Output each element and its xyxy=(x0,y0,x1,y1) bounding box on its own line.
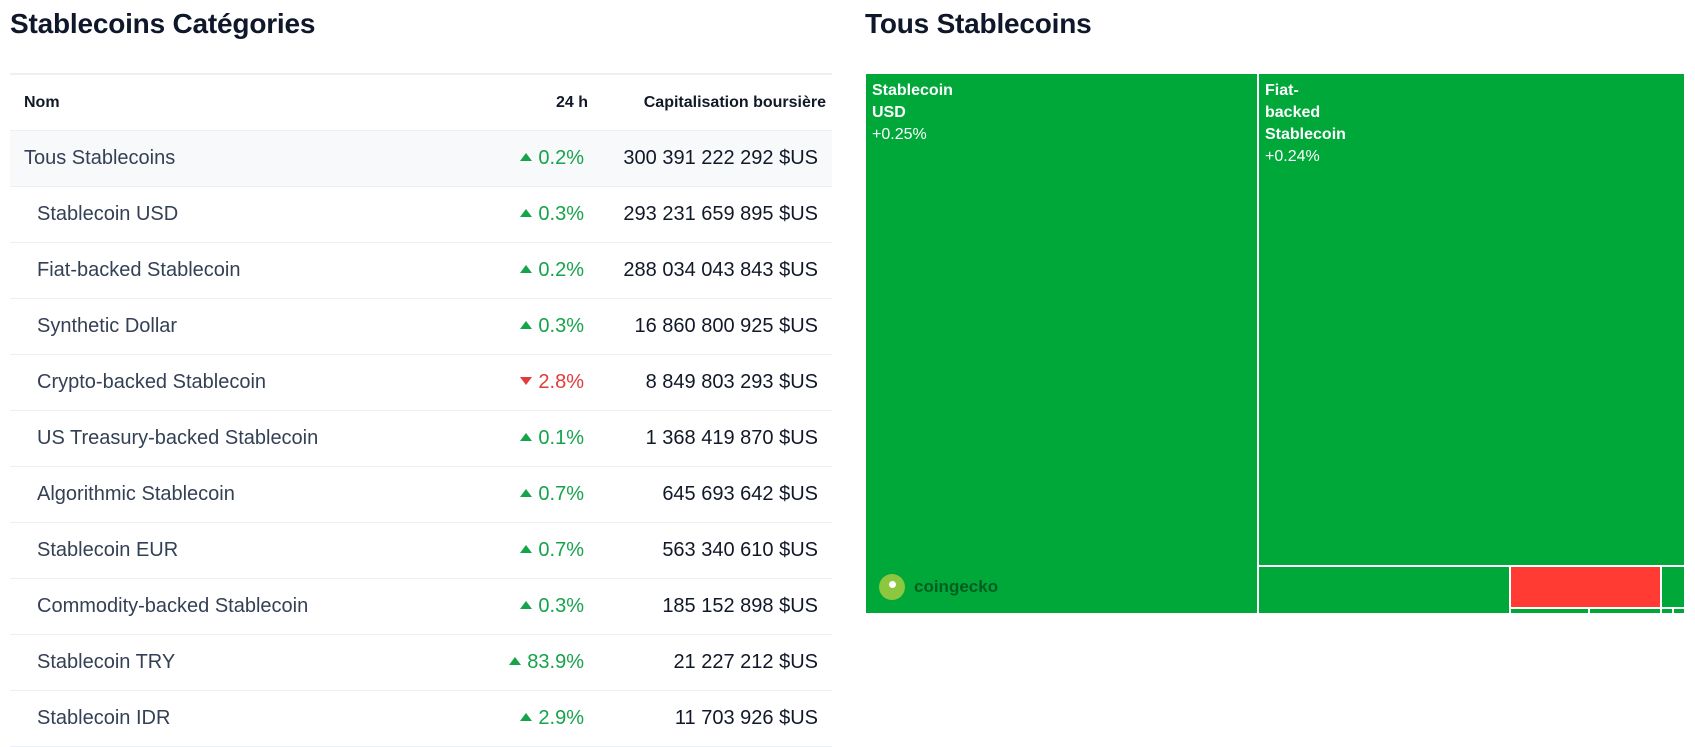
change-value: 2.9% xyxy=(538,707,584,729)
table-row[interactable]: US Treasury-backed Stablecoin 0.1% 1 368 4… xyxy=(10,411,832,467)
market-cap-value: 288 034 043 843 $US xyxy=(623,259,818,281)
table-row[interactable]: Crypto-backed Stablecoin 2.8% 8 849 803 29… xyxy=(10,355,832,411)
category-name-link[interactable]: Stablecoin TRY xyxy=(37,651,176,673)
caret-down-icon xyxy=(520,376,533,385)
caret-up-icon xyxy=(520,152,533,161)
column-change-header[interactable]: 24 h xyxy=(555,93,588,111)
category-name-link[interactable]: Stablecoin EUR xyxy=(37,539,179,561)
table-row[interactable]: Stablecoin IDR 2.9% 11 703 926 $US xyxy=(10,691,832,747)
categories-title: Stablecoins Catégories xyxy=(10,8,316,39)
coingecko-wordmark: coingecko xyxy=(914,577,999,596)
change-24h: 0.2% xyxy=(458,259,598,282)
coingecko-logo: coingecko xyxy=(879,574,998,600)
change-value: 0.2% xyxy=(538,147,584,169)
table-row[interactable]: Stablecoin EUR 0.7% 563 340 610 $US xyxy=(10,523,832,579)
tile-change: +0.25% xyxy=(872,126,927,143)
table-row[interactable]: Stablecoin TRY 83.9% 21 227 212 $US xyxy=(10,635,832,691)
caret-up-icon xyxy=(520,712,533,721)
column-name-header[interactable]: Nom xyxy=(24,93,60,111)
change-24h: 0.3% xyxy=(458,595,598,618)
caret-up-icon xyxy=(520,432,533,441)
tile-label: Fiat- backed Stablecoin +0.24% xyxy=(1265,80,1346,168)
treemap-tile-fiat-backed[interactable]: Fiat- backed Stablecoin +0.24% xyxy=(1258,73,1685,566)
tile-name-line: backed xyxy=(1265,104,1321,121)
treemap-tile-small[interactable] xyxy=(1661,608,1673,614)
category-name-link[interactable]: Stablecoin IDR xyxy=(37,707,171,729)
tile-name-line: Stablecoin xyxy=(872,82,953,99)
market-cap-value: 8 849 803 293 $US xyxy=(645,371,818,393)
change-24h: 0.7% xyxy=(458,483,598,506)
change-24h: 0.1% xyxy=(458,427,598,450)
market-cap-value: 293 231 659 895 $US xyxy=(623,203,818,225)
market-cap-value: 11 703 926 $US xyxy=(674,707,818,729)
treemap-tile-small[interactable] xyxy=(1673,608,1685,614)
change-24h: 0.3% xyxy=(458,203,598,226)
change-value: 0.7% xyxy=(538,483,584,505)
categories-table: Nom 24 h Capitalisation boursière Tous S… xyxy=(10,73,832,747)
change-value: 0.1% xyxy=(538,427,584,449)
treemap-tile-small[interactable] xyxy=(1661,566,1685,608)
change-24h: 0.3% xyxy=(458,315,598,338)
change-24h: 83.9% xyxy=(458,651,598,674)
treemap-tile-synthetic-dollar[interactable] xyxy=(1258,566,1510,614)
change-24h: 0.2% xyxy=(458,147,598,170)
category-name-link[interactable]: Algorithmic Stablecoin xyxy=(37,483,235,505)
market-cap-value: 21 227 212 $US xyxy=(673,651,818,673)
change-value: 0.3% xyxy=(538,315,584,337)
treemap-tile-small[interactable] xyxy=(1589,608,1661,614)
table-row-total[interactable]: Tous Stablecoins 0.2% 300 391 222 292 $US xyxy=(10,131,832,187)
tile-name-line: Fiat- xyxy=(1265,82,1299,99)
change-value: 0.7% xyxy=(538,539,584,561)
change-value: 0.3% xyxy=(538,595,584,617)
market-cap-value: 645 693 642 $US xyxy=(662,483,818,505)
change-value: 2.8% xyxy=(538,371,584,393)
change-24h: 2.8% xyxy=(458,371,598,394)
caret-up-icon xyxy=(520,544,533,553)
change-value: 0.3% xyxy=(538,203,584,225)
tile-name-line: USD xyxy=(872,104,906,121)
caret-up-icon xyxy=(509,656,522,665)
market-cap-value: 16 860 800 925 $US xyxy=(634,315,819,337)
category-name-link[interactable]: Synthetic Dollar xyxy=(37,315,178,337)
treemap-tile-stablecoin-usd[interactable]: Stablecoin USD +0.25% coingecko xyxy=(865,73,1258,614)
tile-label: Stablecoin USD +0.25% xyxy=(872,80,953,146)
change-24h: 2.9% xyxy=(458,707,598,730)
tile-change: +0.24% xyxy=(1265,148,1320,165)
table-row[interactable]: Stablecoin USD 0.3% 293 231 659 895 $US xyxy=(10,187,832,243)
caret-up-icon xyxy=(520,600,533,609)
category-name-link[interactable]: US Treasury-backed Stablecoin xyxy=(37,427,319,449)
table-header: Nom 24 h Capitalisation boursière xyxy=(10,75,832,131)
tile-name-line: Stablecoin xyxy=(1265,126,1346,143)
change-value: 0.2% xyxy=(538,259,584,281)
caret-up-icon xyxy=(520,208,533,217)
change-24h: 0.7% xyxy=(458,539,598,562)
category-name-link[interactable]: Stablecoin USD xyxy=(37,203,179,225)
category-name-link[interactable]: Tous Stablecoins xyxy=(24,147,176,169)
caret-up-icon xyxy=(520,320,533,329)
gecko-icon xyxy=(879,574,905,600)
table-row[interactable]: Commodity-backed Stablecoin 0.3% 185 152 8… xyxy=(10,579,832,635)
caret-up-icon xyxy=(520,488,533,497)
market-cap-value: 185 152 898 $US xyxy=(662,595,818,617)
market-cap-value: 563 340 610 $US xyxy=(662,539,818,561)
table-row[interactable]: Fiat-backed Stablecoin 0.2% 288 034 043 84… xyxy=(10,243,832,299)
category-name-link[interactable]: Crypto-backed Stablecoin xyxy=(37,371,267,393)
change-value: 83.9% xyxy=(527,651,584,673)
treemap-tile-crypto-backed[interactable] xyxy=(1510,566,1661,608)
market-cap-value: 1 368 419 870 $US xyxy=(645,427,818,449)
category-name-link[interactable]: Commodity-backed Stablecoin xyxy=(37,595,309,617)
table-row[interactable]: Algorithmic Stablecoin 0.7% 645 693 642 $U… xyxy=(10,467,832,523)
caret-up-icon xyxy=(520,264,533,273)
treemap-tile-small[interactable] xyxy=(1510,608,1589,614)
table-row[interactable]: Synthetic Dollar 0.3% 16 860 800 925 $US xyxy=(10,299,832,355)
category-name-link[interactable]: Fiat-backed Stablecoin xyxy=(37,259,241,281)
stablecoins-treemap: Stablecoin USD +0.25% coingecko Fiat- ba… xyxy=(865,73,1685,614)
treemap-title: Tous Stablecoins xyxy=(865,8,1092,39)
market-cap-value: 300 391 222 292 $US xyxy=(623,147,818,169)
column-cap-header[interactable]: Capitalisation boursière xyxy=(643,93,826,111)
